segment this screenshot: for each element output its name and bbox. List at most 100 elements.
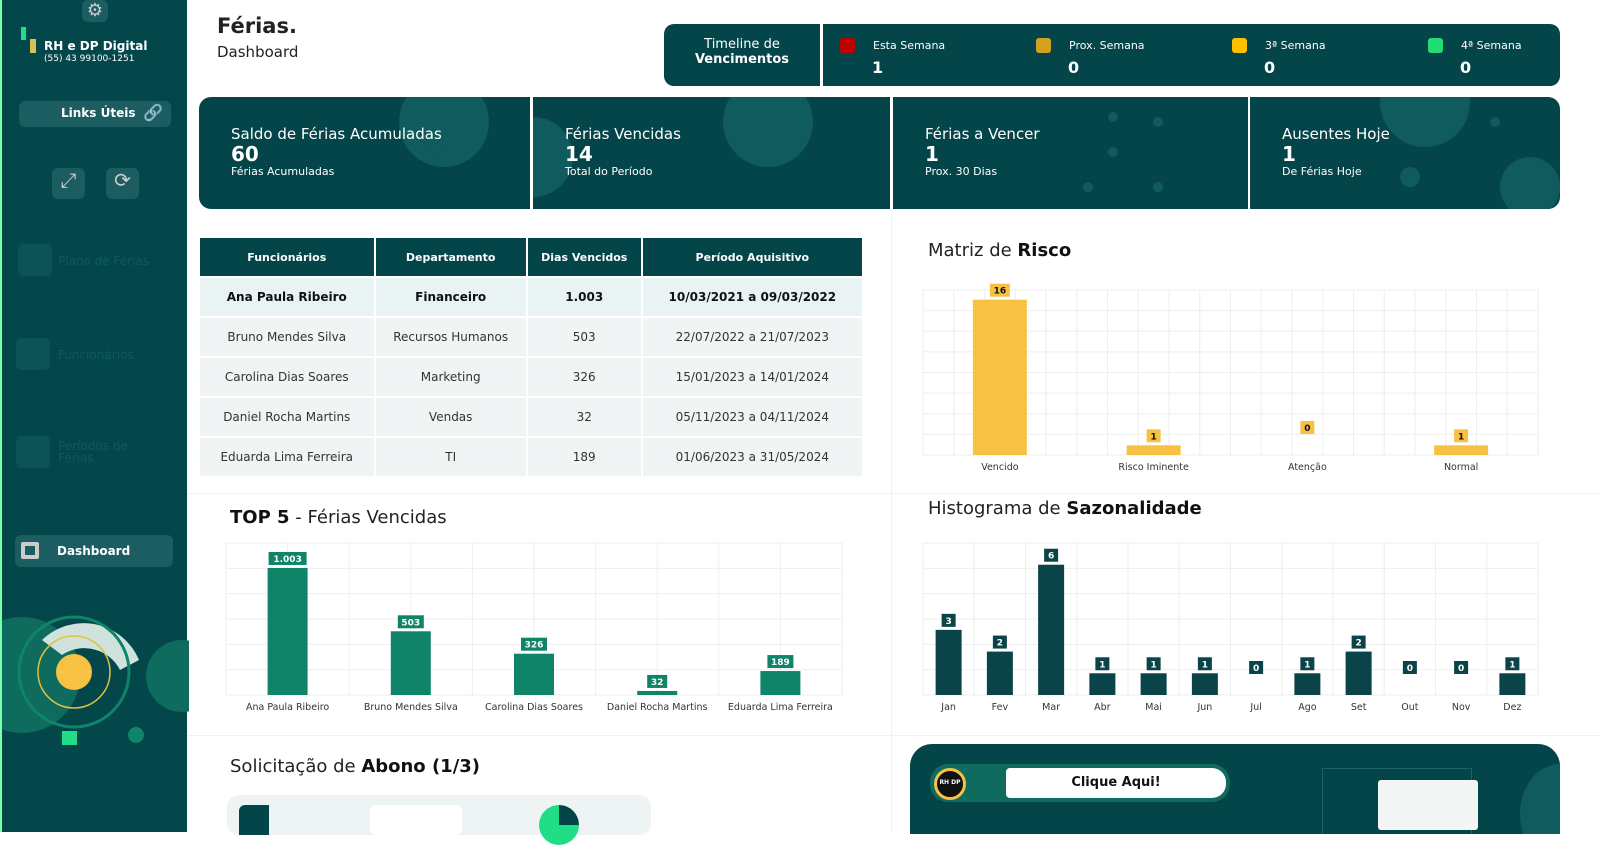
link-icon: 🔗 — [143, 103, 163, 122]
timeline-item-label: 3ª Semana — [1265, 39, 1326, 52]
bar[interactable] — [1140, 673, 1167, 695]
table-cell: 05/11/2023 a 04/11/2024 — [642, 398, 862, 436]
data-label: 1 — [1458, 432, 1464, 442]
nav-funcionarios[interactable]: Funcionários — [16, 338, 134, 370]
nav-dashboard[interactable]: Dashboard — [15, 535, 173, 567]
bar[interactable] — [514, 653, 554, 695]
bar[interactable] — [267, 567, 308, 695]
bar[interactable] — [1294, 673, 1321, 695]
bar[interactable] — [1499, 673, 1526, 695]
decorative-circle — [1108, 147, 1118, 157]
t: Sazonalidade — [1066, 498, 1202, 519]
data-label: 326 — [525, 641, 544, 651]
category-label: Daniel Rocha Martins — [607, 702, 708, 713]
bar[interactable] — [972, 299, 1027, 455]
kpi-title: Férias a Vencer — [925, 125, 1040, 143]
links-uteis-button[interactable]: Links Úteis 🔗 — [19, 101, 171, 127]
t: TOP 5 — [230, 507, 290, 528]
data-label: 189 — [771, 658, 790, 668]
data-label: 0 — [1253, 664, 1259, 674]
links-label: Links Úteis — [61, 106, 136, 120]
column-header[interactable]: Dias Vencidos — [527, 238, 641, 276]
brand-phone: (55) 43 99100-1251 — [44, 54, 135, 64]
data-label: 1 — [1304, 660, 1310, 670]
table-row[interactable]: Ana Paula Ribeiro Financeiro 1.003 10/03/20… — [200, 278, 862, 316]
divider — [187, 493, 1600, 494]
refresh-icon[interactable]: ⟳ — [106, 168, 139, 199]
nav-label: Dashboard — [57, 544, 131, 558]
category-label: Bruno Mendes Silva — [364, 702, 458, 713]
data-label-bg — [767, 655, 794, 669]
overdue-table: Funcionários Departamento Dias Vencidos Per… — [198, 236, 864, 478]
data-label-bg — [521, 637, 547, 651]
decorative-circle — [1153, 117, 1163, 127]
table-row[interactable]: Bruno Mendes Silva Recursos Humanos 503 22/… — [200, 318, 862, 356]
data-label-bg — [1454, 429, 1469, 443]
category-label: Eduarda Lima Ferreira — [728, 702, 833, 713]
category-label: Ana Paula Ribeiro — [246, 702, 329, 713]
data-label-bg — [989, 283, 1010, 297]
bar[interactable] — [935, 629, 962, 695]
clique-aqui-button[interactable]: Clique Aqui! — [1006, 768, 1226, 798]
bar[interactable] — [1126, 445, 1181, 455]
data-label: 1.003 — [273, 555, 301, 565]
nav-periodos-de-ferias[interactable]: Períodos de Férias — [16, 436, 128, 468]
seasonality-chart: 3 Jan 2 Fev 6 Mar 1 Abr 1 Mai 1 Jun 0 Jul 1 Ago 2 Set 0 Out… — [922, 542, 1539, 713]
data-label: 3 — [945, 617, 951, 627]
dashboard-icon — [21, 542, 39, 559]
kpi-subtitle: De Férias Hoje — [1282, 165, 1362, 178]
nav-label: Plano de Férias — [58, 254, 150, 268]
category-label: Carolina Dias Soares — [485, 702, 583, 713]
bar[interactable] — [390, 631, 431, 695]
bar[interactable] — [1038, 564, 1065, 695]
t: Matriz de — [928, 240, 1018, 261]
kpi-card: Saldo de Férias Acumuladas 60 Férias Acumu… — [199, 97, 530, 209]
data-label: 503 — [401, 618, 420, 628]
kpi-card: Férias a Vencer 1 Prox. 30 Dias — [893, 97, 1248, 209]
kpi-value: 1 — [925, 142, 939, 166]
bar[interactable] — [1434, 445, 1489, 455]
risk-chart-title: Matriz de Risco — [928, 240, 1071, 261]
bar[interactable] — [986, 651, 1013, 695]
decorative-circle — [1500, 157, 1560, 209]
timeline-label-1: Timeline de — [704, 37, 780, 52]
bar[interactable] — [1345, 651, 1372, 695]
table-row[interactable]: Eduarda Lima Ferreira TI 189 01/06/2023 a 3… — [200, 438, 862, 476]
abono-bar — [239, 805, 269, 835]
table-cell: Carolina Dias Soares — [200, 358, 374, 396]
kpi-subtitle: Prox. 30 Dias — [925, 165, 998, 178]
data-label: 2 — [1355, 639, 1361, 649]
top5-chart: 1.003 Ana Paula Ribeiro 503 Bruno Mendes Si… — [225, 542, 843, 713]
status-color-icon — [1428, 38, 1443, 53]
expand-icon[interactable]: ⤢ — [52, 168, 85, 199]
data-label: 1 — [1202, 660, 1208, 670]
table-cell: 32 — [527, 398, 641, 436]
category-label: Abr — [1094, 702, 1111, 713]
table-cell: Financeiro — [375, 278, 526, 316]
timeline-item-value: 1 — [872, 58, 884, 77]
bar[interactable] — [760, 671, 801, 695]
nav-plano-de-ferias[interactable]: Plano de Férias — [18, 244, 149, 276]
data-label-bg — [1197, 657, 1212, 671]
data-label: 2 — [997, 639, 1003, 649]
table-row[interactable]: Daniel Rocha Martins Vendas 32 05/11/2023 a… — [200, 398, 862, 436]
category-label: Mai — [1145, 702, 1162, 713]
bar[interactable] — [637, 690, 678, 695]
data-label-bg — [992, 635, 1007, 649]
column-header[interactable]: Funcionários — [200, 238, 374, 276]
decorative-circle — [399, 97, 489, 167]
timeline-item-label: Prox. Semana — [1069, 39, 1145, 52]
table-cell: Ana Paula Ribeiro — [200, 278, 374, 316]
category-label: Fev — [992, 702, 1009, 713]
table-row[interactable]: Carolina Dias Soares Marketing 326 15/01/20… — [200, 358, 862, 396]
column-header[interactable]: Período Aquisitivo — [642, 238, 862, 276]
decorative-circle — [1400, 167, 1420, 187]
gear-icon[interactable]: ⚙ — [82, 0, 108, 22]
table-cell: 10/03/2021 a 09/03/2022 — [642, 278, 862, 316]
column-header[interactable]: Departamento — [375, 238, 526, 276]
bar[interactable] — [1191, 673, 1218, 695]
abono-panel — [227, 795, 651, 845]
bar[interactable] — [1089, 673, 1116, 695]
brand-name: RH e DP Digital — [44, 39, 148, 53]
table-cell: Bruno Mendes Silva — [200, 318, 374, 356]
